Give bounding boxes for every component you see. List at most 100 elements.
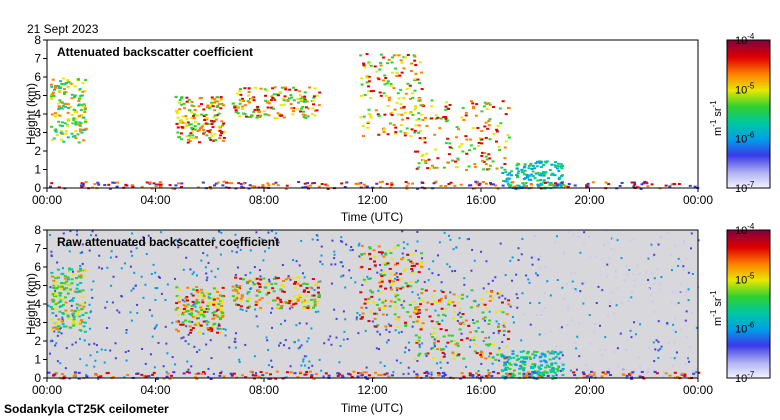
- backscatter-cell: [630, 377, 634, 380]
- backscatter-cell: [64, 312, 68, 315]
- noise-speck: [603, 243, 606, 246]
- colorbar-unit-exp2: -1: [709, 290, 718, 298]
- noise-speck: [660, 276, 663, 279]
- backscatter-cell: [625, 374, 629, 377]
- backscatter-cell: [529, 358, 533, 361]
- backscatter-cell: [379, 53, 383, 56]
- backscatter-cell: [472, 322, 476, 325]
- colorbar-tick-label: 10-5: [735, 81, 755, 96]
- backscatter-cell: [309, 298, 313, 301]
- backscatter-cell: [59, 299, 63, 302]
- noise-speck: [687, 357, 690, 360]
- backscatter-cell: [306, 306, 310, 309]
- backscatter-cell: [525, 176, 529, 179]
- backscatter-cell: [201, 301, 205, 304]
- backscatter-cell: [367, 85, 371, 88]
- noise-speck: [448, 234, 451, 237]
- backscatter-cell: [432, 326, 436, 329]
- backscatter-cell: [438, 127, 442, 130]
- backscatter-cell: [188, 325, 192, 328]
- noise-speck: [356, 312, 359, 315]
- backscatter-cell: [496, 353, 500, 356]
- noise-speck: [163, 240, 166, 243]
- backscatter-cell: [356, 375, 360, 378]
- backscatter-cell: [292, 86, 296, 89]
- backscatter-cell: [220, 304, 224, 307]
- backscatter-cell: [154, 185, 158, 188]
- noise-speck: [284, 319, 287, 322]
- backscatter-cell: [370, 291, 374, 294]
- backscatter-cell: [540, 183, 544, 186]
- noise-speck: [527, 278, 530, 281]
- y-tick-label: 2: [34, 144, 41, 158]
- backscatter-cell: [52, 94, 56, 97]
- noise-speck: [301, 272, 304, 275]
- backscatter-cell: [384, 76, 388, 79]
- noise-speck: [207, 376, 210, 378]
- backscatter-cell: [60, 101, 64, 104]
- x-axis-label: Time (UTC): [341, 401, 403, 415]
- backscatter-cell: [312, 294, 316, 297]
- backscatter-cell: [301, 186, 305, 189]
- backscatter-cell: [185, 299, 189, 302]
- backscatter-cell: [236, 92, 240, 95]
- backscatter-cell: [523, 363, 527, 366]
- backscatter-cell: [259, 278, 263, 281]
- noise-speck: [538, 301, 541, 304]
- backscatter-cell: [284, 187, 288, 190]
- noise-speck: [665, 323, 668, 326]
- backscatter-cell: [53, 86, 57, 89]
- backscatter-cell: [519, 350, 523, 353]
- backscatter-cell: [361, 135, 365, 138]
- backscatter-cell: [195, 377, 199, 380]
- backscatter-cell: [394, 306, 398, 309]
- backscatter-cell: [419, 104, 423, 107]
- noise-speck: [316, 238, 319, 241]
- noise-speck: [539, 255, 542, 258]
- noise-speck: [507, 358, 510, 361]
- backscatter-cell: [213, 322, 217, 325]
- backscatter-cell: [181, 115, 185, 118]
- backscatter-cell: [382, 299, 386, 302]
- backscatter-cell: [436, 372, 440, 375]
- noise-speck: [365, 306, 368, 309]
- backscatter-cell: [478, 182, 482, 185]
- backscatter-cell: [71, 313, 75, 316]
- noise-speck: [266, 339, 269, 342]
- backscatter-cell: [157, 183, 161, 186]
- noise-speck: [498, 347, 501, 350]
- backscatter-cell: [529, 373, 533, 376]
- backscatter-cell: [293, 282, 297, 285]
- backscatter-cell: [409, 69, 413, 72]
- backscatter-cell: [56, 113, 60, 116]
- noise-speck: [66, 243, 69, 246]
- backscatter-cell: [445, 119, 449, 122]
- backscatter-cell: [57, 186, 61, 189]
- noise-speck: [687, 271, 690, 274]
- backscatter-cell: [441, 351, 445, 354]
- noise-speck: [250, 287, 253, 290]
- backscatter-cell: [233, 288, 237, 291]
- noise-speck: [675, 355, 678, 358]
- noise-speck: [606, 275, 609, 278]
- backscatter-cell: [294, 88, 298, 91]
- y-tick-label: 7: [34, 242, 41, 256]
- backscatter-cell: [302, 301, 306, 304]
- noise-speck: [173, 277, 176, 280]
- backscatter-cell: [382, 79, 386, 82]
- backscatter-cell: [209, 302, 213, 305]
- backscatter-cell: [442, 116, 446, 119]
- noise-speck: [483, 319, 486, 322]
- backscatter-cell: [310, 375, 314, 378]
- backscatter-cell: [515, 175, 519, 178]
- backscatter-cell: [383, 373, 387, 376]
- backscatter-cell: [247, 115, 251, 118]
- noise-speck: [190, 365, 193, 368]
- backscatter-cell: [392, 123, 396, 126]
- backscatter-cell: [546, 374, 550, 377]
- backscatter-cell: [477, 373, 481, 376]
- y-axis-label: Height (km): [24, 83, 38, 145]
- backscatter-cell: [437, 323, 441, 326]
- backscatter-cell: [405, 187, 409, 190]
- noise-speck: [576, 335, 579, 338]
